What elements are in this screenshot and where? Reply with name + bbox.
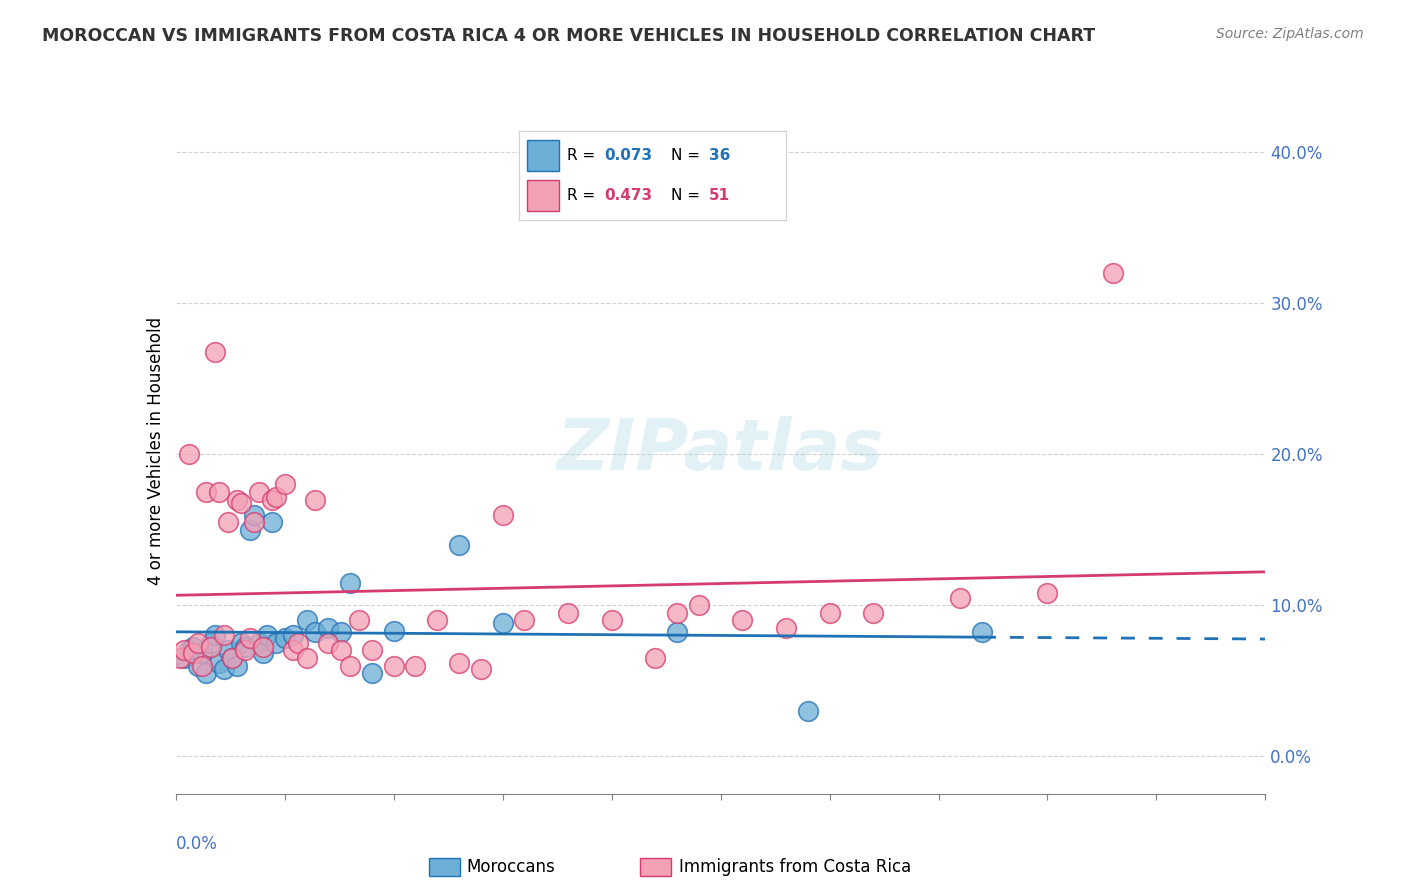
Point — [256, 628, 278, 642]
Point — [339, 658, 361, 673]
Point — [181, 640, 204, 655]
Point — [295, 613, 318, 627]
Point — [1036, 586, 1059, 600]
Point — [796, 704, 818, 718]
Point — [360, 643, 382, 657]
Point — [260, 515, 283, 529]
Point — [666, 625, 689, 640]
Point — [513, 613, 536, 627]
Point — [330, 625, 353, 640]
Point — [221, 651, 243, 665]
Point — [212, 628, 235, 642]
Point — [173, 643, 195, 657]
Point — [217, 643, 239, 657]
Point — [382, 624, 405, 638]
Point — [862, 606, 884, 620]
Point — [470, 662, 492, 676]
Point — [204, 628, 226, 642]
Point — [304, 625, 326, 640]
Point — [287, 636, 309, 650]
Point — [208, 485, 231, 500]
Point — [274, 477, 297, 491]
Point — [818, 606, 841, 620]
Text: Moroccans: Moroccans — [467, 858, 555, 876]
Text: 0.0%: 0.0% — [176, 835, 218, 853]
Point — [260, 492, 283, 507]
Point — [235, 643, 257, 657]
Text: Immigrants from Costa Rica: Immigrants from Costa Rica — [679, 858, 911, 876]
Point — [318, 636, 340, 650]
Point — [186, 636, 209, 650]
Point — [177, 447, 200, 461]
Point — [347, 613, 370, 627]
Point — [239, 523, 262, 537]
Point — [492, 508, 515, 522]
Point — [447, 538, 470, 552]
Text: Source: ZipAtlas.com: Source: ZipAtlas.com — [1216, 27, 1364, 41]
Point — [666, 606, 689, 620]
Point — [231, 636, 253, 650]
Point — [644, 651, 666, 665]
Y-axis label: 4 or more Vehicles in Household: 4 or more Vehicles in Household — [146, 317, 165, 584]
Point — [318, 621, 340, 635]
Point — [247, 485, 270, 500]
Point — [195, 485, 218, 500]
Point — [731, 613, 754, 627]
Point — [169, 651, 191, 665]
Point — [235, 640, 257, 655]
Point — [557, 606, 579, 620]
Point — [200, 640, 222, 655]
Point — [688, 598, 710, 612]
Point — [949, 591, 972, 605]
Point — [221, 651, 243, 665]
Point — [212, 662, 235, 676]
Point — [283, 628, 305, 642]
Point — [204, 344, 226, 359]
Point — [360, 666, 382, 681]
Point — [217, 515, 239, 529]
Point — [775, 621, 797, 635]
Point — [283, 643, 305, 657]
Point — [405, 658, 427, 673]
Point — [264, 636, 287, 650]
Point — [195, 666, 218, 681]
Point — [247, 636, 270, 650]
Text: MOROCCAN VS IMMIGRANTS FROM COSTA RICA 4 OR MORE VEHICLES IN HOUSEHOLD CORRELATI: MOROCCAN VS IMMIGRANTS FROM COSTA RICA 4… — [42, 27, 1095, 45]
Point — [330, 643, 353, 657]
Point — [225, 492, 247, 507]
Point — [208, 656, 231, 670]
Point — [447, 656, 470, 670]
Point — [492, 616, 515, 631]
Point — [200, 636, 222, 650]
Point — [600, 613, 623, 627]
Point — [243, 515, 266, 529]
Point — [191, 647, 214, 661]
Point — [231, 495, 253, 509]
Point — [426, 613, 449, 627]
Point — [264, 490, 287, 504]
Point — [239, 632, 262, 646]
Point — [970, 625, 993, 640]
Point — [173, 651, 195, 665]
Point — [186, 658, 209, 673]
Point — [191, 658, 214, 673]
Point — [252, 640, 274, 655]
Point — [225, 658, 247, 673]
Point — [252, 647, 274, 661]
Point — [177, 643, 200, 657]
Point — [1102, 266, 1125, 280]
Point — [274, 632, 297, 646]
Point — [295, 651, 318, 665]
Point — [243, 508, 266, 522]
Text: ZIPatlas: ZIPatlas — [557, 416, 884, 485]
Point — [181, 647, 204, 661]
Point — [382, 658, 405, 673]
Point — [339, 575, 361, 590]
Point — [304, 492, 326, 507]
